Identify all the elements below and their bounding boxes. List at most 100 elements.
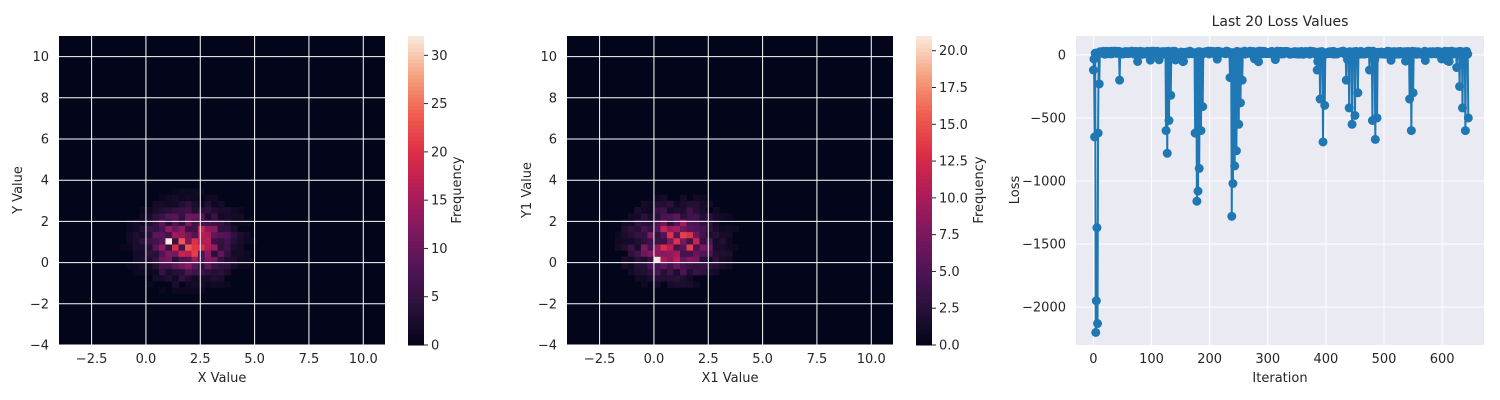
- x-tick-label: 10.0: [857, 352, 886, 367]
- colorbar-swatch: [916, 202, 932, 207]
- heatmap-cell: [217, 256, 225, 263]
- heatmap-cell: [680, 281, 687, 288]
- colorbar-swatch: [408, 298, 424, 304]
- heatmap-cell: [152, 237, 160, 245]
- heatmap-cell: [634, 256, 642, 263]
- heatmap-cell: [634, 237, 642, 245]
- heatmap-cell: [158, 287, 166, 294]
- heatmap-cell: [653, 250, 661, 257]
- heatmap-cell: [693, 213, 700, 220]
- loss-point: [1370, 134, 1380, 144]
- loss-point: [1386, 55, 1396, 65]
- y-tick-label: −4: [538, 339, 557, 354]
- colorbar-swatch: [408, 275, 424, 280]
- heatmap-cell: [693, 194, 700, 202]
- colorbar-swatch: [408, 190, 424, 195]
- colorbar-swatch: [408, 294, 424, 300]
- heatmap-cell: [178, 206, 186, 214]
- heatmap-cell: [119, 244, 127, 251]
- heatmap-cell: [653, 194, 661, 202]
- heatmap-cell: [178, 219, 186, 226]
- colorbar-swatch: [916, 283, 932, 288]
- heatmap-cell: [621, 219, 629, 226]
- loss-point: [1193, 186, 1203, 196]
- loss-point: [1455, 81, 1465, 91]
- colorbar-swatch: [916, 244, 932, 249]
- loss-point: [1315, 94, 1325, 104]
- heatmap-cell: [178, 256, 186, 263]
- colorbar-swatch: [916, 167, 932, 172]
- loss-point: [1088, 65, 1098, 75]
- heatmap-1-grid: [59, 36, 385, 346]
- colorbar-swatch: [916, 178, 932, 184]
- colorbar-swatch: [916, 306, 932, 311]
- heatmap-cell: [204, 200, 212, 208]
- heatmap-cell: [217, 281, 225, 288]
- heatmap-1-y-ticks: −4 −2 0 2 4 6 8 10: [30, 50, 49, 353]
- heatmap-cell: [680, 225, 687, 233]
- heatmap-cell: [699, 206, 707, 214]
- heatmap-cell: [224, 256, 232, 263]
- heatmap-cell: [172, 200, 179, 208]
- heatmap-cell: [719, 237, 727, 245]
- y-tick-label: 6: [549, 133, 557, 148]
- colorbar-swatch: [916, 113, 932, 118]
- heatmap-cell: [693, 268, 700, 276]
- heatmap-cell: [686, 231, 694, 239]
- heatmap-cell: [660, 194, 668, 202]
- colorbar-swatch: [408, 148, 424, 153]
- y-tick-label: 8: [549, 91, 557, 106]
- colorbar-swatch: [408, 151, 424, 157]
- colorbar-swatch: [916, 36, 932, 41]
- heatmap-cell: [139, 206, 147, 214]
- colorbar-tick-label: 5.0: [939, 265, 960, 280]
- heatmap-cell: [640, 262, 648, 270]
- heatmap-cell: [191, 268, 199, 276]
- loss-y-label: Loss: [1008, 176, 1023, 205]
- colorbar-swatch: [916, 105, 932, 110]
- heatmap-cell: [699, 213, 707, 220]
- colorbar-swatch: [408, 302, 424, 307]
- heatmap-cell: [217, 268, 225, 276]
- heatmap-cell: [706, 200, 714, 208]
- heatmap-cell: [152, 268, 160, 276]
- heatmap-cell: [172, 244, 179, 251]
- y-tick-label: 10: [540, 50, 557, 65]
- heatmap-cell: [185, 250, 192, 257]
- colorbar-swatch: [916, 314, 932, 319]
- heatmap-cell: [653, 200, 661, 208]
- heatmap-cell: [224, 244, 232, 251]
- heatmap-cell: [640, 219, 648, 226]
- heatmap-cell: [217, 262, 225, 270]
- colorbar-swatch: [916, 194, 932, 199]
- loss-point: [1179, 56, 1189, 66]
- heatmap-cell: [706, 237, 714, 245]
- heatmap-cell: [653, 244, 661, 251]
- heatmap-cell: [243, 262, 251, 270]
- loss-point: [1444, 57, 1454, 67]
- heatmap-cell: [165, 200, 173, 208]
- heatmap-cell: [152, 200, 160, 208]
- heatmap-cell: [666, 268, 674, 276]
- heatmap-cell: [237, 237, 245, 245]
- heatmap-cell: [614, 231, 622, 239]
- heatmap-cell: [686, 244, 694, 251]
- colorbar-swatch: [916, 198, 932, 203]
- colorbar-swatch: [408, 74, 424, 79]
- heatmap-cell: [673, 225, 681, 233]
- heatmap-cell: [139, 250, 147, 257]
- heatmap-cell: [712, 206, 720, 214]
- heatmap-cell: [660, 256, 668, 263]
- heatmap-cell: [673, 274, 681, 282]
- colorbar-swatch: [408, 314, 424, 319]
- heatmap-cell: [158, 200, 166, 208]
- colorbar-swatch: [408, 136, 424, 141]
- x-tick-label: 500: [1372, 352, 1397, 367]
- heatmap-cell: [699, 219, 707, 226]
- colorbar-swatch: [408, 194, 424, 199]
- heatmap-cell: [621, 231, 629, 239]
- heatmap-cell: [165, 268, 173, 276]
- heatmap-cell: [230, 206, 238, 214]
- heatmap-cell: [237, 213, 245, 220]
- heatmap-cell: [719, 244, 727, 251]
